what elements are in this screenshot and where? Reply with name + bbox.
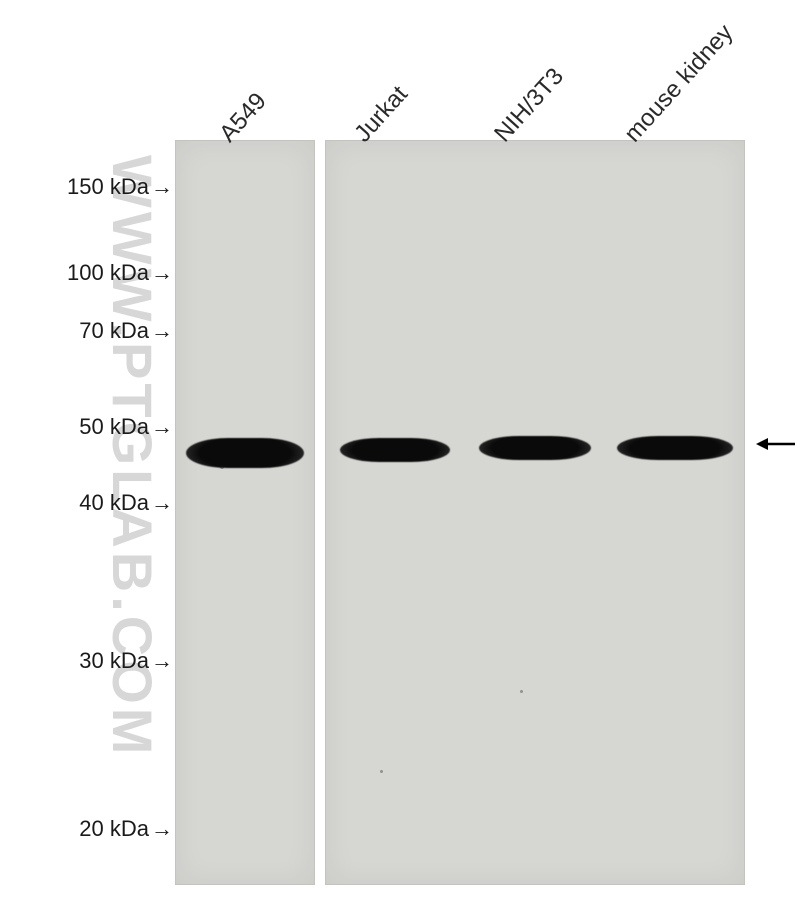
arrow-right-icon: → xyxy=(151,260,170,285)
protein-band xyxy=(186,438,304,468)
band-pointer-arrow-icon xyxy=(756,434,796,454)
mw-marker-text: 100 kDa xyxy=(67,260,149,285)
lane-label: A549 xyxy=(214,88,272,148)
mw-marker-text: 150 kDa xyxy=(67,174,149,199)
blot-strip-1 xyxy=(175,140,315,885)
blot-strip-2 xyxy=(325,140,745,885)
arrow-right-icon: → xyxy=(151,174,170,199)
protein-band xyxy=(479,436,591,460)
mw-marker: 30 kDa→ xyxy=(14,648,170,674)
mw-marker-text: 20 kDa xyxy=(79,816,149,841)
mw-marker-text: 50 kDa xyxy=(79,414,149,439)
mw-marker: 40 kDa→ xyxy=(14,490,170,516)
lane-label: mouse kidney xyxy=(619,19,739,148)
lane-label: Jurkat xyxy=(349,81,414,148)
noise-speck xyxy=(520,690,523,693)
protein-band xyxy=(340,438,450,462)
western-blot-figure: WWW.PTGLAB.COM A549 Jurkat NIH/3T3 mouse… xyxy=(0,0,800,903)
mw-marker-text: 30 kDa xyxy=(79,648,149,673)
mw-marker-text: 40 kDa xyxy=(79,490,149,515)
mw-marker: 20 kDa→ xyxy=(14,816,170,842)
arrow-right-icon: → xyxy=(151,490,170,515)
mw-marker: 70 kDa→ xyxy=(14,318,170,344)
arrow-right-icon: → xyxy=(151,816,170,841)
arrow-right-icon: → xyxy=(151,648,170,673)
mw-marker: 150 kDa→ xyxy=(14,174,170,200)
lane-label: NIH/3T3 xyxy=(489,63,570,148)
arrow-right-icon: → xyxy=(151,318,170,343)
mw-marker-text: 70 kDa xyxy=(79,318,149,343)
noise-speck xyxy=(380,770,383,773)
mw-marker: 100 kDa→ xyxy=(14,260,170,286)
noise-speck xyxy=(220,465,224,469)
mw-marker: 50 kDa→ xyxy=(14,414,170,440)
arrow-right-icon: → xyxy=(151,414,170,439)
protein-band xyxy=(617,436,733,460)
